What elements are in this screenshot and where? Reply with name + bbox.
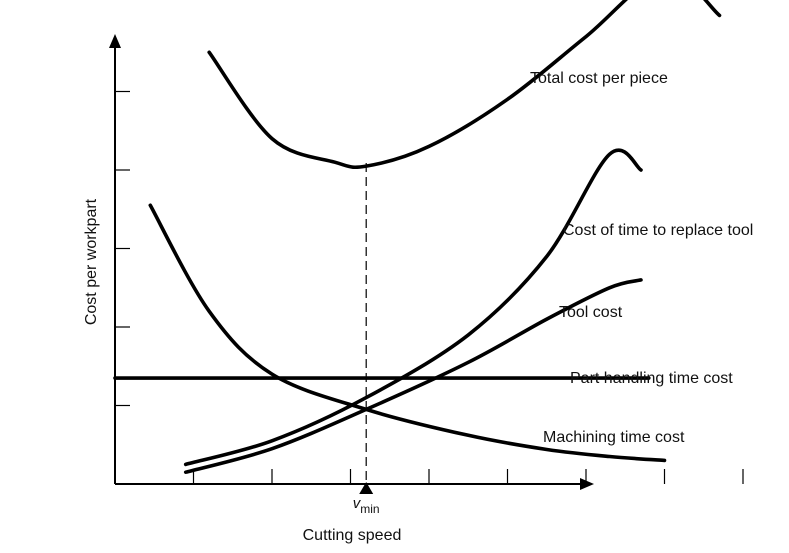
series-label-machining-time-cost: Machining time cost <box>543 429 685 446</box>
series-label-tool-cost: Tool cost <box>559 304 623 321</box>
series-label-part-handling-time-cost: Part handling time cost <box>570 370 733 387</box>
series-line-cost-of-time-to-replace-tool <box>183 148 643 467</box>
x-axis-title: Cutting speed <box>303 527 402 544</box>
x-axis-arrow <box>580 478 594 490</box>
vmin-label: vmin <box>353 495 380 516</box>
series-line-machining-time-cost <box>148 203 667 463</box>
series-group <box>113 0 722 474</box>
y-axis-arrow <box>109 34 121 48</box>
series-line-total-cost-per-piece <box>207 0 722 170</box>
ticks <box>115 90 744 484</box>
series-label-cost-of-time-to-replace-tool: Cost of time to replace tool <box>563 222 753 239</box>
y-axis-title: Cost per workpart <box>83 198 100 325</box>
vmin-marker <box>359 482 374 494</box>
series-labels: Total cost per piece Cost of time to repl… <box>530 70 753 446</box>
series-label-total-cost-per-piece: Total cost per piece <box>530 70 668 87</box>
series-line-tool-cost <box>183 278 643 474</box>
